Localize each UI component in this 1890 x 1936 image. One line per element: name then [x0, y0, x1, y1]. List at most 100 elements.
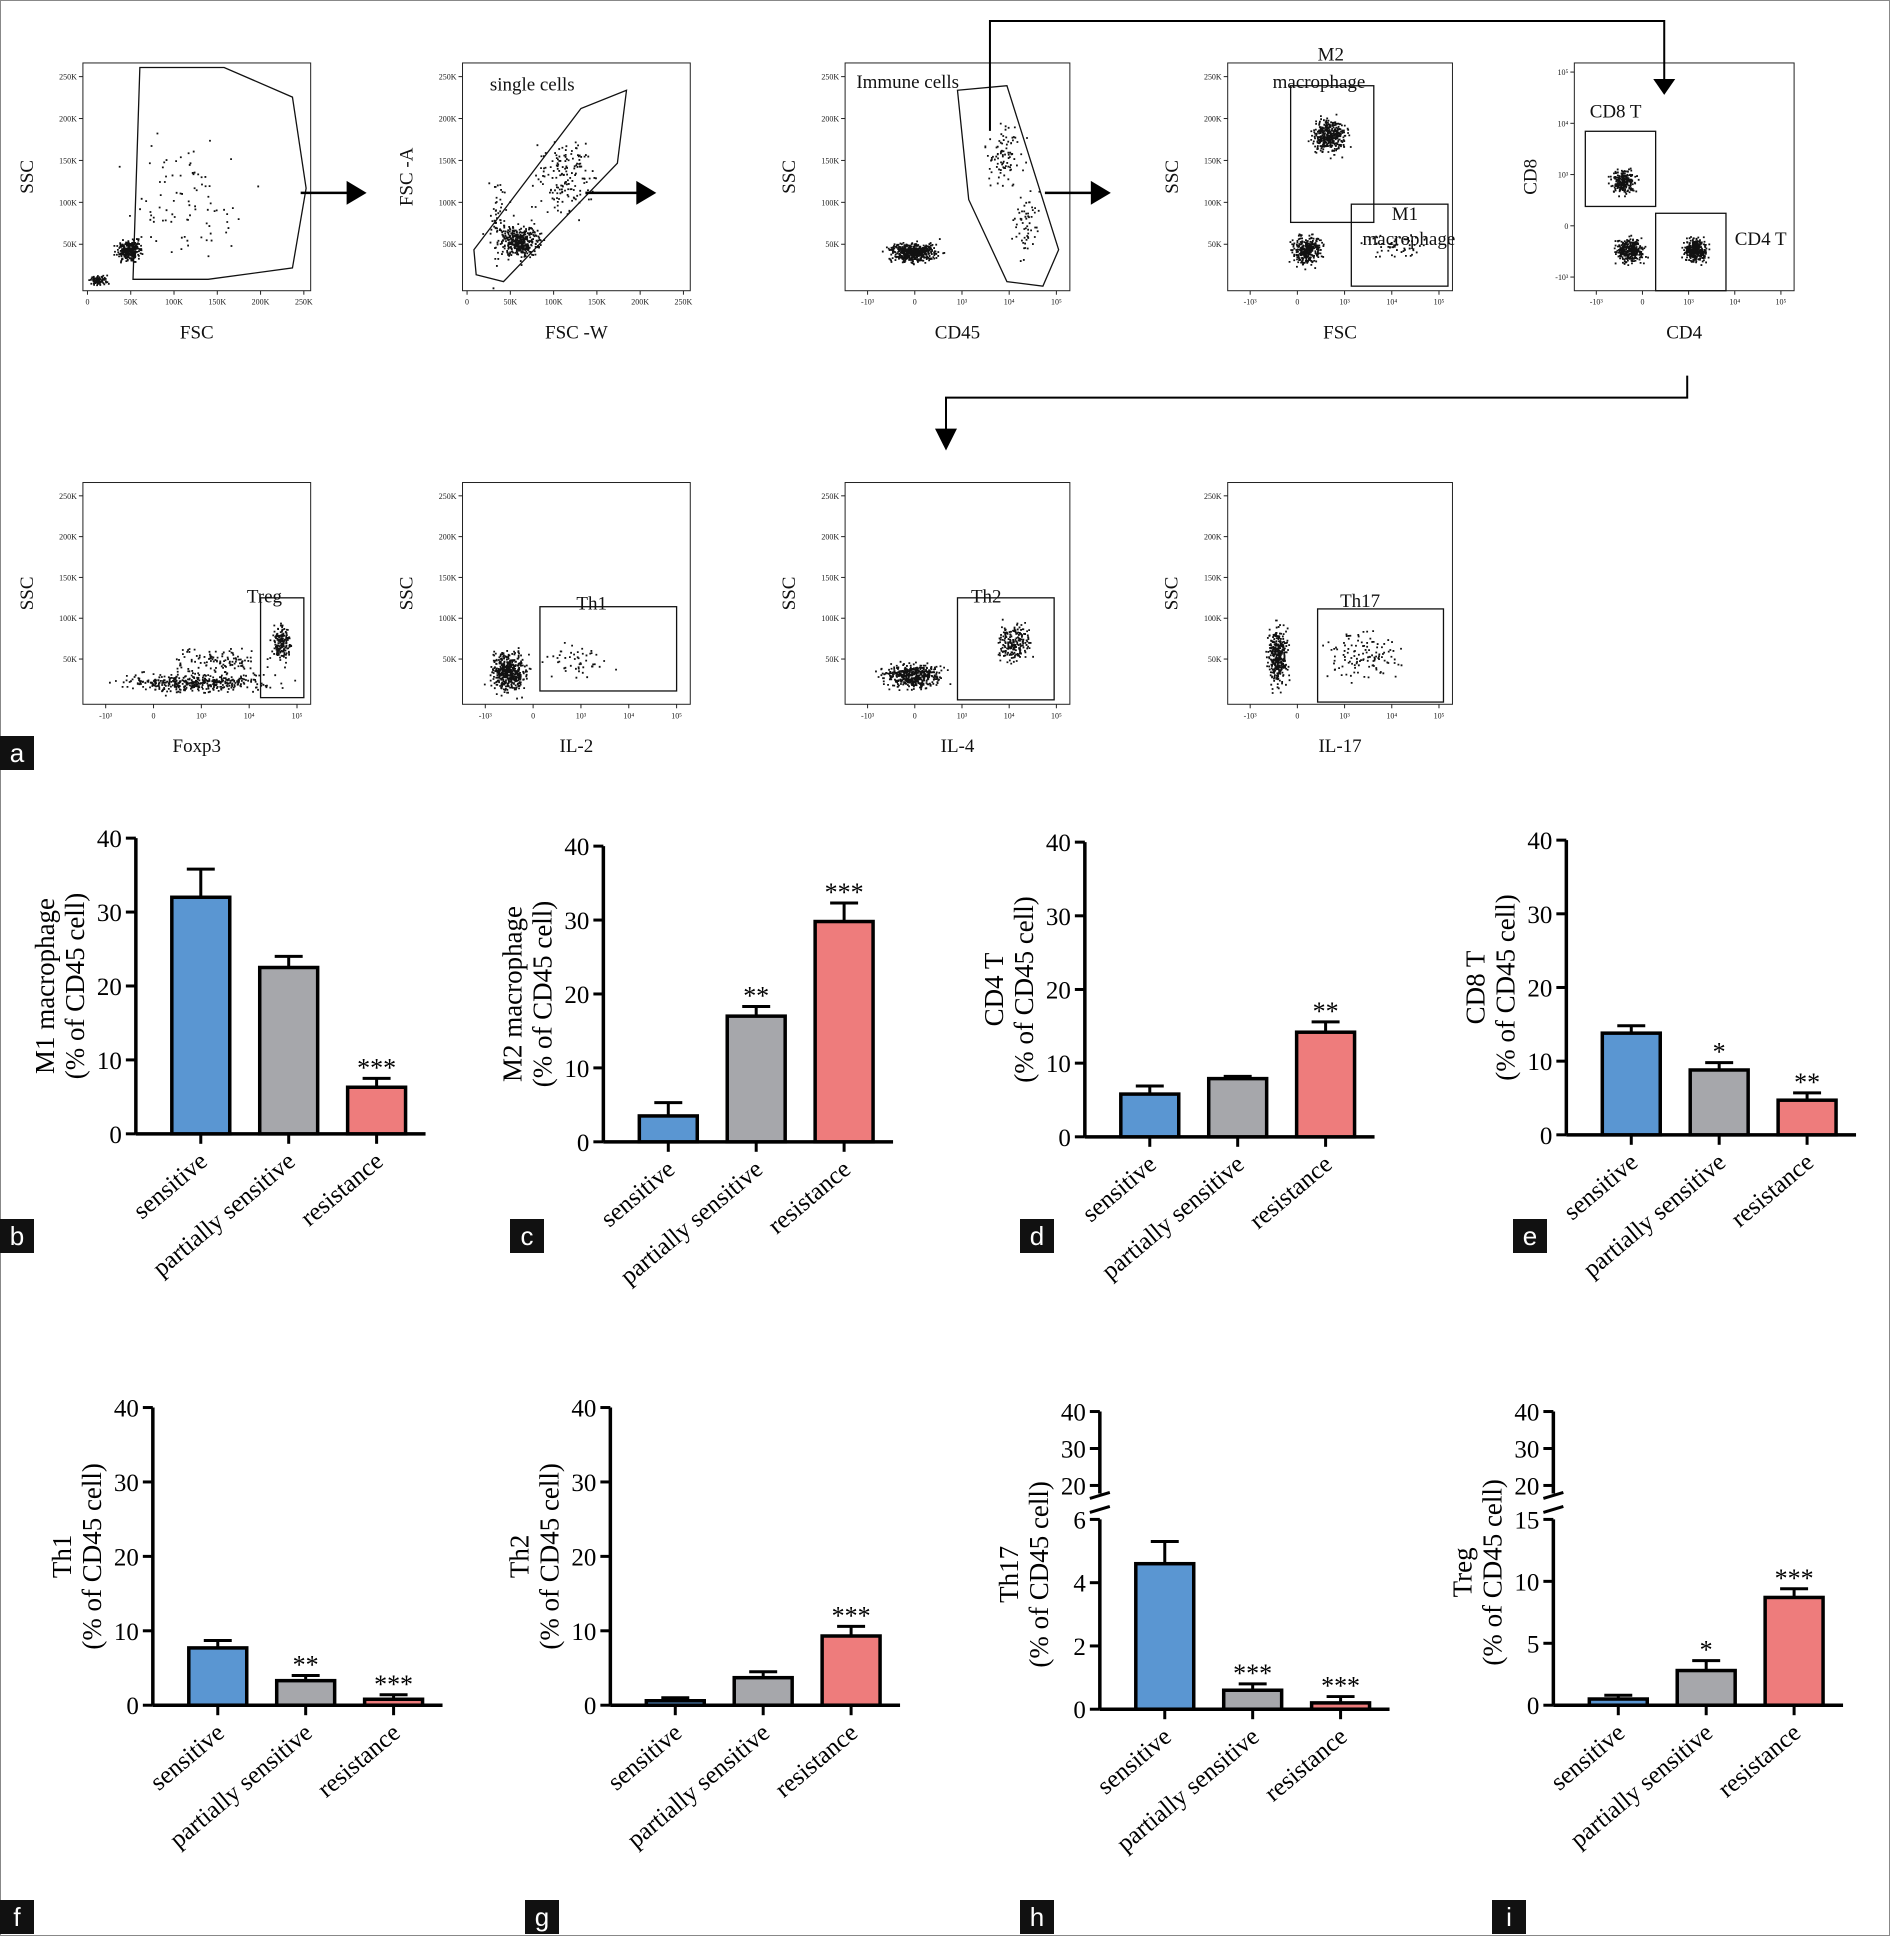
- y-tick-label: 20: [114, 1544, 139, 1571]
- axis-break-mark: [1542, 1504, 1564, 1514]
- flow-gate: [1584, 130, 1657, 208]
- flow-xtick-label: 100K: [545, 298, 563, 307]
- bar-resistance: [1294, 1030, 1357, 1139]
- flow-gate: [1289, 85, 1375, 224]
- significance-marker: *: [1700, 1636, 1713, 1665]
- flow-xtick-label: -10³: [99, 711, 113, 720]
- flow-ytick-label: 250K: [821, 73, 839, 82]
- flow-ytick-label: 200K: [59, 115, 77, 124]
- x-tick-label: sensitive: [1559, 1149, 1643, 1226]
- y-axis-label: Th2: [504, 1535, 534, 1578]
- flow-gate-label: Treg: [247, 587, 283, 608]
- significance-marker: ***: [1321, 1672, 1360, 1701]
- flow-ytick-label: 100K: [59, 198, 77, 207]
- flow-ytick-label: 250K: [821, 492, 839, 501]
- flow-plot-frame: [844, 62, 1071, 292]
- y-tick-label: 10: [571, 1619, 596, 1646]
- flow-plot-foxp3: Treg 50K 100K 150K 200K 250K -10³ 0 10³ 10⁴ 10⁵ Fox…: [17, 482, 312, 757]
- flow-xtick-label: 10⁵: [1051, 298, 1062, 307]
- flow-xtick-label: -10³: [861, 298, 875, 307]
- axis-break-mark: [1089, 1491, 1111, 1500]
- flow-plot-frame: [1573, 62, 1795, 292]
- flow-ytick-label: 100K: [59, 614, 77, 623]
- y-tick-label: 40: [97, 826, 122, 853]
- bar-partially-sensitive: [1206, 1076, 1269, 1139]
- flow-plot-frame: [82, 482, 312, 705]
- flow-ytick-label: 100K: [439, 614, 457, 623]
- y-tick-label: 30: [1046, 904, 1071, 931]
- y-axis-label-units: (% of CD45 cell): [527, 901, 557, 1087]
- flow-xtick-label: 250K: [295, 298, 313, 307]
- flow-gate-label: Th2: [971, 587, 1002, 608]
- gating-arrow-5: [945, 375, 1689, 431]
- y-tick-label: 30: [564, 908, 589, 935]
- flow-ytick-label: 250K: [439, 73, 457, 82]
- flow-gate: [132, 66, 307, 280]
- flow-xtick-label: 100K: [165, 298, 183, 307]
- flow-xtick-label: 10⁴: [1729, 298, 1740, 307]
- bar-partially-sensitive: [725, 1014, 787, 1144]
- flow-cytometry-panel: 50K 100K 150K 200K 250K 0 50K 100K 150K 200K 250K F…: [17, 45, 1795, 757]
- flow-ytick-label: 200K: [1204, 533, 1222, 542]
- x-tick-label: resistance: [1245, 1151, 1338, 1235]
- significance-marker: ***: [1775, 1564, 1814, 1593]
- flow-ytick-label: 100K: [821, 614, 839, 623]
- y-tick-label: 20: [1527, 975, 1552, 1002]
- flow-ytick-label: 250K: [1204, 492, 1222, 501]
- flow-x-axis-label: FSC -W: [545, 323, 608, 344]
- flow-ytick-label: 200K: [821, 533, 839, 542]
- flow-x-axis-label: FSC: [1323, 323, 1357, 344]
- flow-dots: [88, 132, 260, 287]
- bar-resistance: [362, 1697, 425, 1707]
- flow-ytick-label: 150K: [821, 573, 839, 582]
- flow-gate-label: CD4 T: [1735, 229, 1787, 250]
- flow-xtick-label: 10³: [1339, 711, 1350, 720]
- flow-xtick-label: 10⁴: [244, 711, 255, 720]
- flow-xtick-label: 10⁴: [1004, 298, 1015, 307]
- flow-xtick-label: 0: [152, 711, 156, 720]
- flow-xtick-label: 10⁴: [1004, 711, 1015, 720]
- flow-xtick-label: 50K: [503, 298, 517, 307]
- flow-xtick-label: 0: [85, 298, 89, 307]
- flow-dots: [483, 641, 617, 700]
- flow-plot-cd4-cd8: CD8 T CD4 T 10⁵ 10⁴ 10³ 0 -10³ -10³ 0 10³ 10⁴ 10⁵ CD…: [1520, 62, 1795, 344]
- flow-ytick-label: 50K: [63, 655, 77, 664]
- bar-resistance: [345, 1085, 408, 1136]
- y-tick-label: 20: [564, 982, 589, 1009]
- x-tick-label: resistance: [296, 1148, 389, 1232]
- flow-ytick-label: 200K: [1204, 115, 1222, 124]
- flow-ytick-label: 150K: [1204, 573, 1222, 582]
- flow-x-axis-label: IL-4: [941, 736, 975, 757]
- flow-xtick-label: 0: [531, 711, 535, 720]
- y-tick-label: 20: [571, 1544, 596, 1571]
- significance-marker: ***: [374, 1670, 413, 1699]
- panel-label-e: e: [1513, 1219, 1547, 1253]
- flow-gate-label: M1: [1392, 204, 1418, 225]
- flow-gate: [956, 85, 1060, 287]
- flow-gate-label: Immune cells: [856, 72, 959, 93]
- y-tick-label: 5: [1527, 1631, 1539, 1658]
- y-tick-label: 0: [1058, 1125, 1070, 1152]
- flow-gate: [1350, 203, 1449, 287]
- bar-partially-sensitive: [257, 965, 320, 1136]
- y-tick-label: 0: [584, 1693, 596, 1720]
- bar-sensitive: [637, 1114, 700, 1144]
- panel-label-d: d: [1020, 1219, 1054, 1253]
- axis-break-mark: [1542, 1491, 1564, 1500]
- flow-gate-label: M2: [1318, 45, 1344, 66]
- flow-ytick-label: 50K: [825, 655, 839, 664]
- flow-xtick-label: 200K: [631, 298, 649, 307]
- bar-sensitive: [1600, 1031, 1662, 1137]
- gating-arrow-4-head: [1653, 78, 1676, 95]
- flow-ytick-label: 250K: [59, 73, 77, 82]
- flow-ytick-label: 50K: [1208, 240, 1222, 249]
- flow-ytick-label: 150K: [59, 156, 77, 165]
- y-tick-label: 4: [1073, 1571, 1086, 1598]
- flow-xtick-label: 0: [913, 298, 917, 307]
- x-tick-label: sensitive: [603, 1719, 687, 1796]
